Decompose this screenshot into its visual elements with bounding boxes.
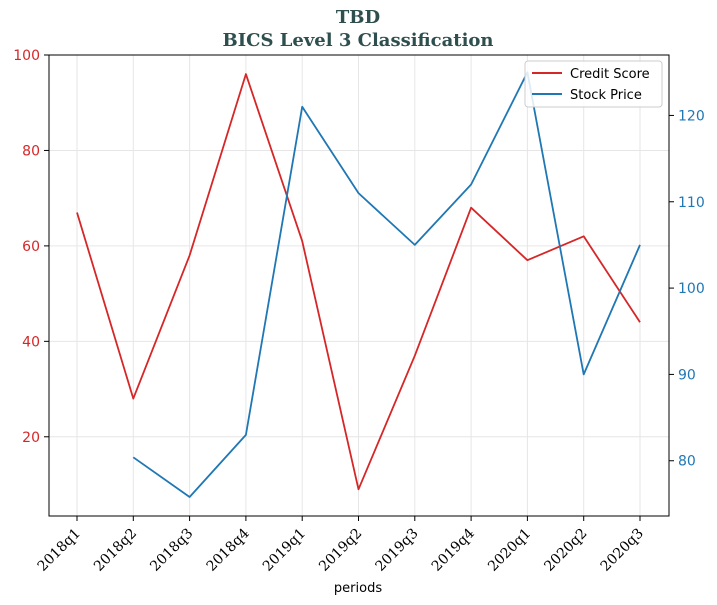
grid <box>49 54 669 516</box>
x-tick-label: 2018q4 <box>204 525 253 574</box>
x-tick-label: 2020q3 <box>598 526 647 575</box>
x-tick-label: 2020q1 <box>485 526 534 575</box>
legend: Credit Score Stock Price <box>524 60 663 108</box>
x-tick-label: 2019q3 <box>372 526 421 575</box>
x-tick-label: 2018q2 <box>91 526 140 575</box>
y-left-tick-label: 20 <box>22 430 40 446</box>
legend-label-stock-price: Stock Price <box>570 88 642 103</box>
y-right-tick-label: 90 <box>678 367 696 383</box>
y-left-tick-label: 40 <box>22 334 40 350</box>
series-line-stock-price <box>132 71 641 498</box>
x-tick-label: 2019q2 <box>316 526 365 575</box>
y-left-tick-label: 80 <box>22 143 40 159</box>
x-tick-label: 2018q1 <box>35 526 84 575</box>
x-tick-label: 2019q4 <box>429 525 478 574</box>
y-right-tick-label: 100 <box>678 281 705 297</box>
x-tick-label: 2019q1 <box>260 526 309 575</box>
x-axis-label: periods <box>334 581 382 596</box>
series-line-credit-score <box>76 73 641 491</box>
y-right-tick-label: 120 <box>678 108 705 124</box>
series-layer <box>76 71 641 498</box>
legend-label-credit-score: Credit Score <box>570 67 650 82</box>
y-right-tick-label: 80 <box>678 454 696 470</box>
y-right-tick-label: 110 <box>678 195 705 211</box>
x-tick-label: 2018q3 <box>147 526 196 575</box>
chart-title: TBD <box>336 7 380 28</box>
y-left-tick-label: 100 <box>13 48 40 64</box>
chart-subtitle: BICS Level 3 Classification <box>222 30 493 51</box>
y-left-tick-label: 60 <box>22 239 40 255</box>
x-tick-label: 2020q2 <box>541 526 590 575</box>
